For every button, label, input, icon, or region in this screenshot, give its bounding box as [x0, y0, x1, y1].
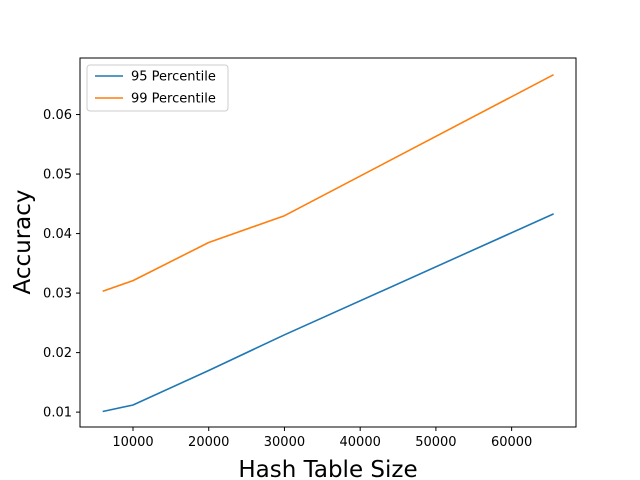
series-layer: [102, 73, 554, 413]
y-tick-label: 0.03: [43, 287, 72, 302]
series-line-0: [102, 213, 554, 413]
y-tick-label: 0.05: [43, 168, 72, 183]
y-tick-label: 0.06: [43, 108, 72, 123]
series-line-1: [102, 73, 554, 293]
y-axis: 0.01 0.02 0.03 0.04 0.05 0.06: [43, 108, 80, 421]
x-tick-label: 40000: [340, 435, 381, 450]
x-tick-label: 20000: [188, 435, 229, 450]
y-axis-title: Accuracy: [10, 189, 36, 294]
y-tick-label: 0.01: [43, 406, 72, 421]
x-axis-title: Hash Table Size: [238, 457, 417, 480]
legend-label: 99 Percentile: [131, 92, 216, 107]
x-tick-label: 30000: [264, 435, 305, 450]
x-axis: 10000 20000 30000 40000 50000 60000: [112, 427, 532, 450]
legend-label: 95 Percentile: [131, 70, 216, 85]
x-tick-label: 60000: [491, 435, 532, 450]
y-tick-label: 0.04: [43, 227, 72, 242]
x-tick-label: 50000: [415, 435, 456, 450]
y-tick-label: 0.02: [43, 346, 72, 361]
x-tick-label: 10000: [112, 435, 153, 450]
legend: 95 Percentile 99 Percentile: [86, 64, 229, 112]
plot-frame: [79, 57, 577, 428]
